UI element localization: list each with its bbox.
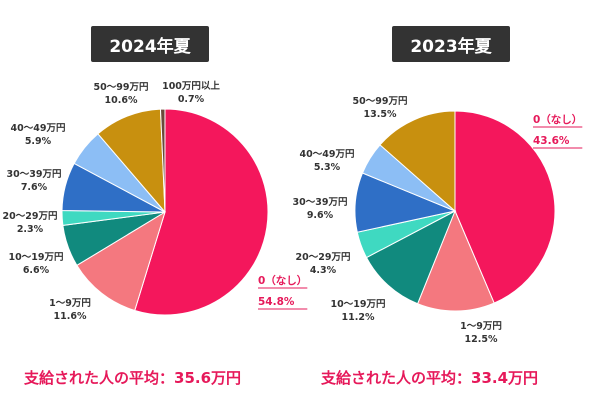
pie-slice — [416, 209, 495, 312]
slice-value-label: 5.3% — [314, 162, 341, 173]
slice-name-label: 10～19万円 — [9, 252, 64, 263]
chart-title-2023: 2023年夏 — [392, 26, 510, 62]
slice-value-label: 12.5% — [465, 334, 498, 345]
slice-name-label: 10～19万円 — [331, 299, 386, 310]
slice-name-label: 100万円以上 — [162, 80, 220, 92]
slice-value-label: 0.7% — [178, 94, 205, 105]
slice-value-label: 5.9% — [25, 136, 52, 147]
slice-name-label: 50～99万円 — [353, 96, 408, 107]
slice-name-label: 0（なし） — [533, 113, 582, 126]
slice-value-label: 13.5% — [364, 109, 397, 120]
chart-title-2024: 2024年夏 — [91, 26, 209, 62]
slice-name-label: 0（なし） — [258, 274, 307, 287]
pie-slice — [76, 210, 166, 312]
slice-name-label: 1～9万円 — [49, 298, 91, 309]
slice-value-label: 9.6% — [307, 210, 334, 221]
slice-name-label: 40～49万円 — [300, 149, 355, 160]
slice-name-label: 40～49万円 — [11, 123, 66, 134]
slice-name-label: 20～29万円 — [296, 252, 351, 263]
pie-slice — [159, 108, 166, 213]
slice-name-label: 20～29万円 — [3, 211, 58, 222]
pie-slice — [134, 108, 269, 316]
slice-value-label: 4.3% — [310, 265, 337, 276]
slice-value-label: 54.8% — [258, 296, 295, 308]
slice-value-label: 2.3% — [17, 224, 44, 235]
slice-value-label: 6.6% — [23, 265, 50, 276]
slice-name-label: 30～39万円 — [7, 169, 62, 180]
average-2023: 支給された人の平均：33.4万円 — [321, 369, 539, 387]
pie-slice — [454, 110, 556, 304]
average-2024: 支給された人の平均：35.6万円 — [24, 369, 242, 387]
slice-value-label: 7.6% — [21, 182, 48, 193]
slice-name-label: 50～99万円 — [94, 82, 149, 93]
slice-value-label: 11.6% — [54, 311, 87, 322]
slice-name-label: 1～9万円 — [460, 321, 502, 332]
pie-slice — [97, 108, 166, 214]
slice-value-label: 10.6% — [105, 95, 138, 106]
slice-value-label: 11.2% — [342, 312, 375, 323]
pie-slice — [365, 209, 456, 305]
slice-name-label: 30～39万円 — [293, 197, 348, 208]
pie-slice — [379, 110, 456, 213]
slice-value-label: 43.6% — [533, 135, 570, 147]
